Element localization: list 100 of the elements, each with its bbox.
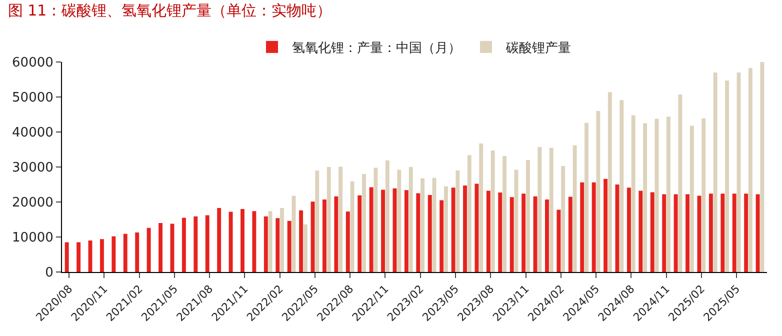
bar [135, 232, 140, 272]
bar [280, 208, 284, 272]
bar [720, 194, 725, 272]
bar [322, 200, 326, 272]
bar [397, 170, 402, 272]
bar [334, 196, 338, 272]
bar [631, 115, 636, 272]
bar [112, 236, 116, 272]
bar [467, 155, 472, 272]
bar [276, 218, 280, 272]
bar [374, 168, 378, 272]
bar [674, 194, 678, 272]
bar [638, 190, 643, 272]
bar [725, 80, 730, 272]
y-tick-label: 30000 [12, 160, 54, 176]
bar [732, 194, 736, 272]
bar [451, 188, 456, 272]
bar [408, 167, 413, 272]
bar [428, 195, 432, 272]
bar [678, 94, 682, 272]
bar [315, 170, 320, 272]
bar [182, 218, 186, 272]
bar [533, 196, 538, 272]
y-tick-label: 20000 [12, 196, 54, 211]
legend-label: 氢氧化锂：产量：中国（月） [292, 41, 461, 56]
bar [620, 100, 624, 272]
bar [654, 118, 659, 272]
bar [549, 148, 554, 272]
bar [158, 223, 162, 272]
bar [228, 212, 233, 272]
bar [264, 216, 268, 272]
bar [538, 147, 542, 272]
bar [545, 200, 549, 272]
bar [268, 211, 272, 272]
bar [338, 166, 343, 272]
bar [100, 239, 104, 272]
bar [240, 209, 244, 272]
bar [626, 188, 631, 272]
bar [650, 192, 654, 272]
bar [385, 160, 390, 272]
bar [490, 150, 495, 272]
bar [756, 194, 760, 272]
bar [556, 210, 561, 272]
y-tick-label: 40000 [12, 126, 54, 141]
bar [194, 216, 198, 272]
bar [510, 197, 514, 272]
bar [666, 116, 670, 272]
bar [561, 166, 566, 272]
bar [498, 192, 502, 272]
bar [596, 111, 600, 272]
bar [584, 122, 588, 272]
bar [420, 178, 425, 272]
bar [64, 242, 69, 272]
bar [404, 190, 408, 272]
bar [690, 126, 694, 272]
legend-label: 碳酸锂产量 [505, 41, 571, 56]
bar [303, 224, 308, 272]
bar [522, 194, 526, 272]
bar [608, 92, 612, 272]
bar [643, 123, 648, 272]
bar [713, 72, 718, 272]
bar [252, 211, 256, 272]
bar [463, 186, 467, 272]
bar [748, 68, 752, 272]
bar [350, 181, 354, 272]
bar [217, 208, 222, 272]
bar [299, 210, 304, 272]
bar [686, 194, 690, 272]
bar [416, 193, 420, 272]
bar [362, 174, 366, 272]
y-tick-label: 10000 [12, 230, 54, 246]
y-tick-label: 50000 [12, 90, 54, 106]
bar [444, 186, 448, 272]
chart-title: 图 11：碳酸锂、氢氧化锂产量（单位：实物吨） [8, 2, 332, 20]
bar [205, 215, 210, 272]
bar [369, 187, 374, 272]
bar [708, 194, 713, 272]
bar [568, 196, 572, 272]
bar [604, 178, 608, 272]
bar [702, 118, 706, 272]
bar [346, 211, 350, 272]
bar [326, 167, 331, 272]
y-tick-label: 0 [45, 266, 54, 281]
bar [744, 194, 748, 272]
bar [580, 182, 584, 272]
bar [479, 144, 484, 272]
bar [456, 170, 460, 272]
bar [287, 220, 292, 272]
bar [760, 62, 764, 272]
bar [381, 190, 385, 272]
bar [502, 156, 506, 272]
bar [662, 194, 666, 272]
bar [572, 145, 577, 272]
bar [76, 242, 81, 272]
bar [358, 195, 362, 272]
bar [474, 184, 479, 272]
bar [440, 200, 444, 272]
bar [592, 182, 596, 272]
bar [146, 228, 151, 272]
bar [526, 160, 530, 272]
